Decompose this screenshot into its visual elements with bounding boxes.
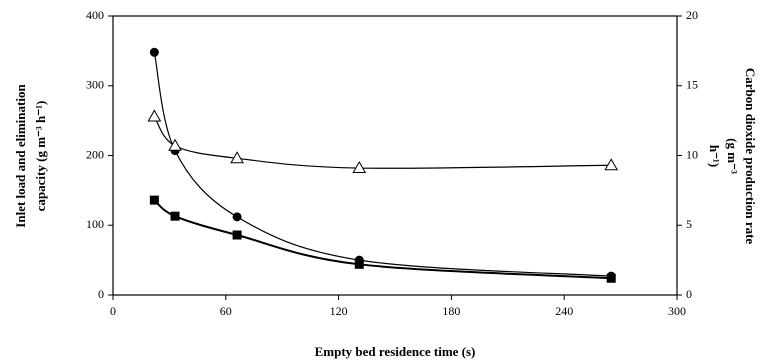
y2-axis-label: Carbon dioxide production rate [743,68,758,245]
plot-frame [112,15,678,296]
y-tick-label: 0 [98,287,104,301]
y-axis-label: capacity (g m⁻³ h⁻¹) [33,101,48,212]
y2-tick-label: 15 [686,78,698,92]
x-tick-label: 60 [220,304,232,318]
x-tick-label: 0 [110,304,116,318]
y2-tick-label: 10 [686,147,698,161]
y-tick-label: 100 [86,217,104,231]
y2-tick-label: 5 [686,217,692,231]
marker [149,195,159,205]
y-tick-label: 400 [86,8,104,22]
marker [606,273,616,283]
y2-tick-label: 0 [686,287,692,301]
x-axis-label: Empty bed residence time (s) [315,344,476,359]
marker [149,47,159,57]
x-tick-label: 120 [330,304,348,318]
y-tick-label: 200 [86,147,104,161]
marker [168,138,182,151]
x-tick-label: 300 [668,304,686,318]
marker [232,212,242,222]
marker [147,109,162,122]
series-line [153,199,612,280]
x-tick-label: 180 [442,304,460,318]
y2-axis-label: h⁻¹) [707,145,722,167]
y-tick-label: 300 [86,78,104,92]
series-line [153,116,612,169]
marker [352,161,367,174]
x-tick-label: 240 [555,304,573,318]
series-line [153,52,612,277]
marker [232,230,242,240]
y2-tick-label: 20 [686,8,698,22]
marker [170,211,180,221]
marker [354,259,364,269]
y2-axis-label: (g m⁻³ [725,138,740,174]
y-axis-label: Inlet load and elimination [13,84,28,228]
marker [230,151,244,164]
marker [604,158,619,171]
